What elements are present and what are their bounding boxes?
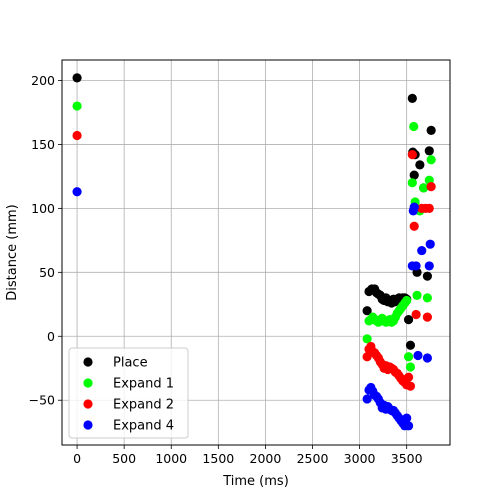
data-point [407, 178, 417, 188]
legend-label: Expand 2 [113, 398, 174, 413]
data-point [409, 170, 419, 180]
x-tick-label: 500 [112, 451, 136, 466]
legend-marker [83, 378, 93, 388]
data-point [419, 183, 429, 193]
data-point [72, 130, 82, 141]
data-point [409, 202, 419, 212]
data-point [407, 93, 417, 103]
legend-marker [83, 399, 93, 409]
y-tick-label: 0 [47, 329, 55, 344]
data-point [405, 340, 416, 350]
data-point [424, 261, 434, 271]
legend-marker [83, 357, 93, 367]
data-point [422, 271, 432, 281]
data-point [413, 350, 423, 361]
data-points [72, 73, 436, 431]
x-tick-label: 1500 [202, 451, 234, 466]
x-tick-label: 1000 [155, 451, 187, 466]
data-point [412, 290, 422, 300]
y-tick-label: 200 [31, 73, 55, 88]
data-point [407, 150, 417, 160]
data-point [426, 125, 436, 135]
data-point [409, 121, 419, 132]
data-point [362, 306, 372, 316]
data-point [405, 381, 416, 391]
data-point [402, 295, 412, 306]
data-point [415, 160, 425, 170]
data-point [422, 312, 432, 322]
data-point [72, 187, 82, 197]
data-point [403, 352, 414, 362]
y-tick-label: −50 [29, 393, 55, 408]
legend-label: Place [113, 356, 148, 371]
legend-marker [83, 420, 93, 430]
data-point [403, 421, 414, 431]
data-point [426, 182, 436, 192]
data-point [362, 394, 372, 404]
x-tick-label: 2000 [250, 451, 282, 466]
x-tick-label: 2500 [297, 451, 329, 466]
data-point [417, 245, 427, 256]
data-point [422, 353, 432, 363]
data-point [424, 146, 434, 156]
data-point [405, 362, 416, 372]
data-point [362, 334, 372, 344]
x-tick-label: 0 [73, 451, 81, 466]
x-tick-label: 3500 [391, 451, 423, 466]
data-point [425, 239, 435, 249]
legend-label: Expand 4 [113, 419, 174, 434]
data-point [403, 315, 414, 325]
data-point [403, 372, 414, 382]
data-point [411, 261, 421, 271]
y-tick-label: 100 [31, 201, 55, 216]
data-point [72, 73, 82, 83]
plot-area-frame [61, 59, 451, 446]
data-point [72, 101, 82, 111]
x-axis-label: Time (ms) [222, 474, 289, 489]
data-point [422, 293, 432, 303]
data-point [424, 203, 434, 213]
axis-ticks: 0 500 1000 1500 2000 2500 3000 3500 −50 0 50 100 150… [29, 73, 423, 466]
y-tick-label: 50 [39, 265, 55, 280]
y-axis-label: Distance (mm) [5, 204, 20, 300]
legend-box [68, 347, 189, 439]
data-point [411, 309, 421, 320]
data-point [402, 413, 412, 423]
y-tick-label: 150 [31, 137, 55, 152]
x-tick-label: 3000 [344, 451, 376, 466]
legend: Place Expand 1 Expand 2 Expand 4 [68, 347, 189, 439]
data-point [409, 221, 419, 231]
grid [62, 60, 450, 445]
data-point [426, 155, 436, 165]
legend-label: Expand 1 [113, 377, 174, 392]
